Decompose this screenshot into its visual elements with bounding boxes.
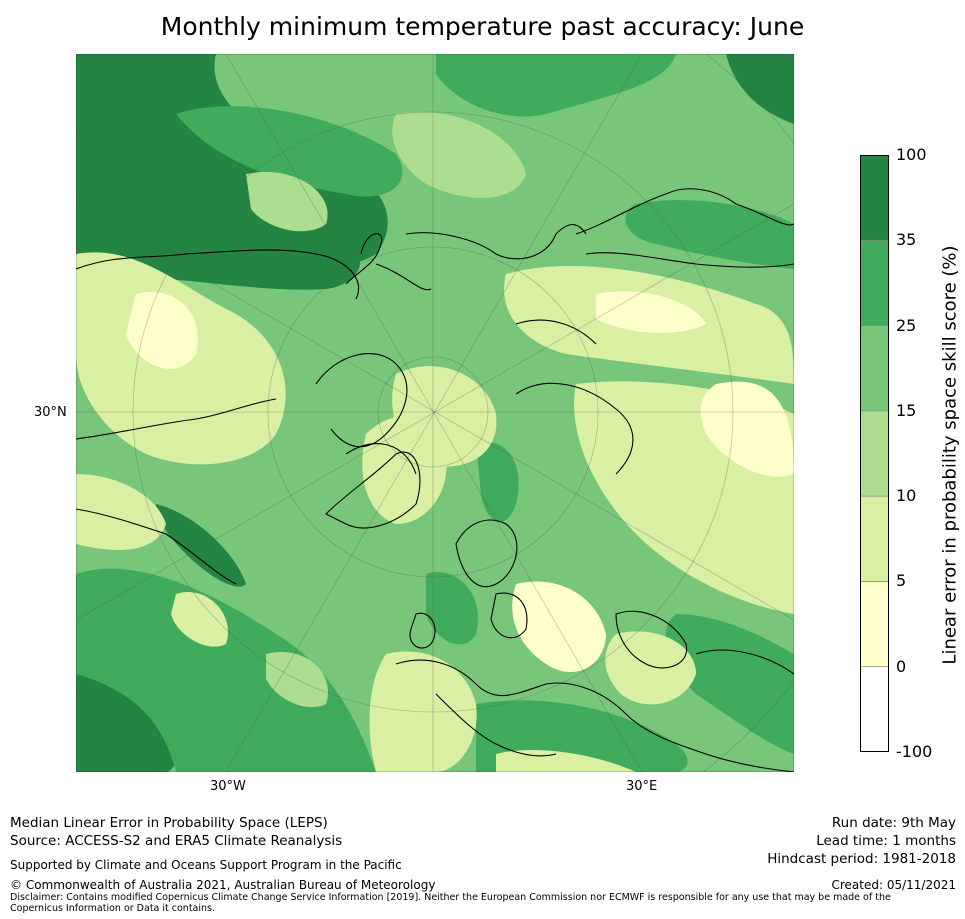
footer-copyright: © Commonwealth of Australia 2021, Austra…: [10, 878, 436, 892]
skill-score-map: [76, 54, 794, 772]
run-date: Run date: 9th May: [831, 815, 956, 831]
skill-region-canada-pale: [126, 292, 198, 369]
colorbar-tick-label: 100: [896, 145, 927, 164]
coastlines: [76, 188, 794, 772]
colorbar-bin: [860, 240, 889, 326]
footer-method: Median Linear Error in Probability Space…: [10, 815, 328, 831]
skill-region-nw-pacific-high: [76, 248, 360, 290]
skill-region-asia-pale: [700, 381, 794, 477]
skill-region-upper-mid: [176, 106, 403, 197]
colorbar-bin: [860, 666, 889, 752]
skill-region-atlantic-mid: [76, 568, 376, 772]
skill-region-baltic: [426, 572, 478, 645]
skill-region-us-light: [76, 474, 166, 550]
lon-label-30e: 30°E: [626, 779, 658, 794]
colorbar-tick-label: 35: [896, 230, 917, 250]
skill-region-north-upper: [436, 54, 676, 117]
skill-region-east-mid: [665, 614, 794, 754]
colorbar-bin: [860, 325, 889, 411]
skill-region-ocean-light: [266, 652, 328, 708]
skill-region-ne-high: [726, 54, 794, 124]
skill-region-scandinavia-sea: [476, 442, 519, 523]
colorbar-bin: [860, 155, 889, 241]
colorbar-bin: [860, 581, 889, 667]
footer-disclaimer: Disclaimer: Contains modified Copernicus…: [10, 892, 891, 914]
skill-region-north-band: [392, 112, 526, 198]
skill-region-europe-light: [369, 651, 477, 772]
lon-label-30w: 30°W: [210, 779, 246, 794]
skill-region-north-light: [246, 172, 328, 232]
skill-region-siberia-pale: [596, 291, 706, 334]
skill-region-pacific-pale: [171, 592, 228, 647]
created-date: Created: 05/11/2021: [831, 878, 956, 892]
hindcast-period: Hindcast period: 1981-2018: [767, 851, 956, 867]
colorbar-label: Linear error in probability space skill …: [939, 245, 961, 665]
skill-region-russia-pale: [512, 581, 606, 673]
map-title: Monthly minimum temperature past accurac…: [160, 12, 805, 41]
colorbar-tick-label: 5: [896, 571, 907, 591]
colorbar-tick-label: 0: [896, 656, 907, 676]
colorbar-tick-label: -100: [896, 742, 933, 761]
colorbar-tick-label: 10: [896, 486, 917, 506]
footer-source: Source: ACCESS-S2 and ERA5 Climate Reana…: [10, 833, 343, 849]
graticule: [76, 54, 794, 772]
skill-region-siberia-high: [625, 200, 794, 269]
skill-region-pacific-band: [156, 504, 246, 587]
colorbar-bin: [860, 410, 889, 497]
footer-support: Supported by Climate and Oceans Support …: [10, 858, 402, 872]
colorbar-tick-label: 25: [896, 315, 917, 335]
colorbar-bin: [860, 496, 889, 582]
lat-label-30n: 30°N: [34, 405, 67, 420]
colorbar-tick-label: 15: [896, 400, 917, 420]
colorbar: [860, 155, 889, 752]
skill-region-arctic-center: [392, 366, 497, 467]
lead-time: Lead time: 1 months: [816, 833, 956, 849]
